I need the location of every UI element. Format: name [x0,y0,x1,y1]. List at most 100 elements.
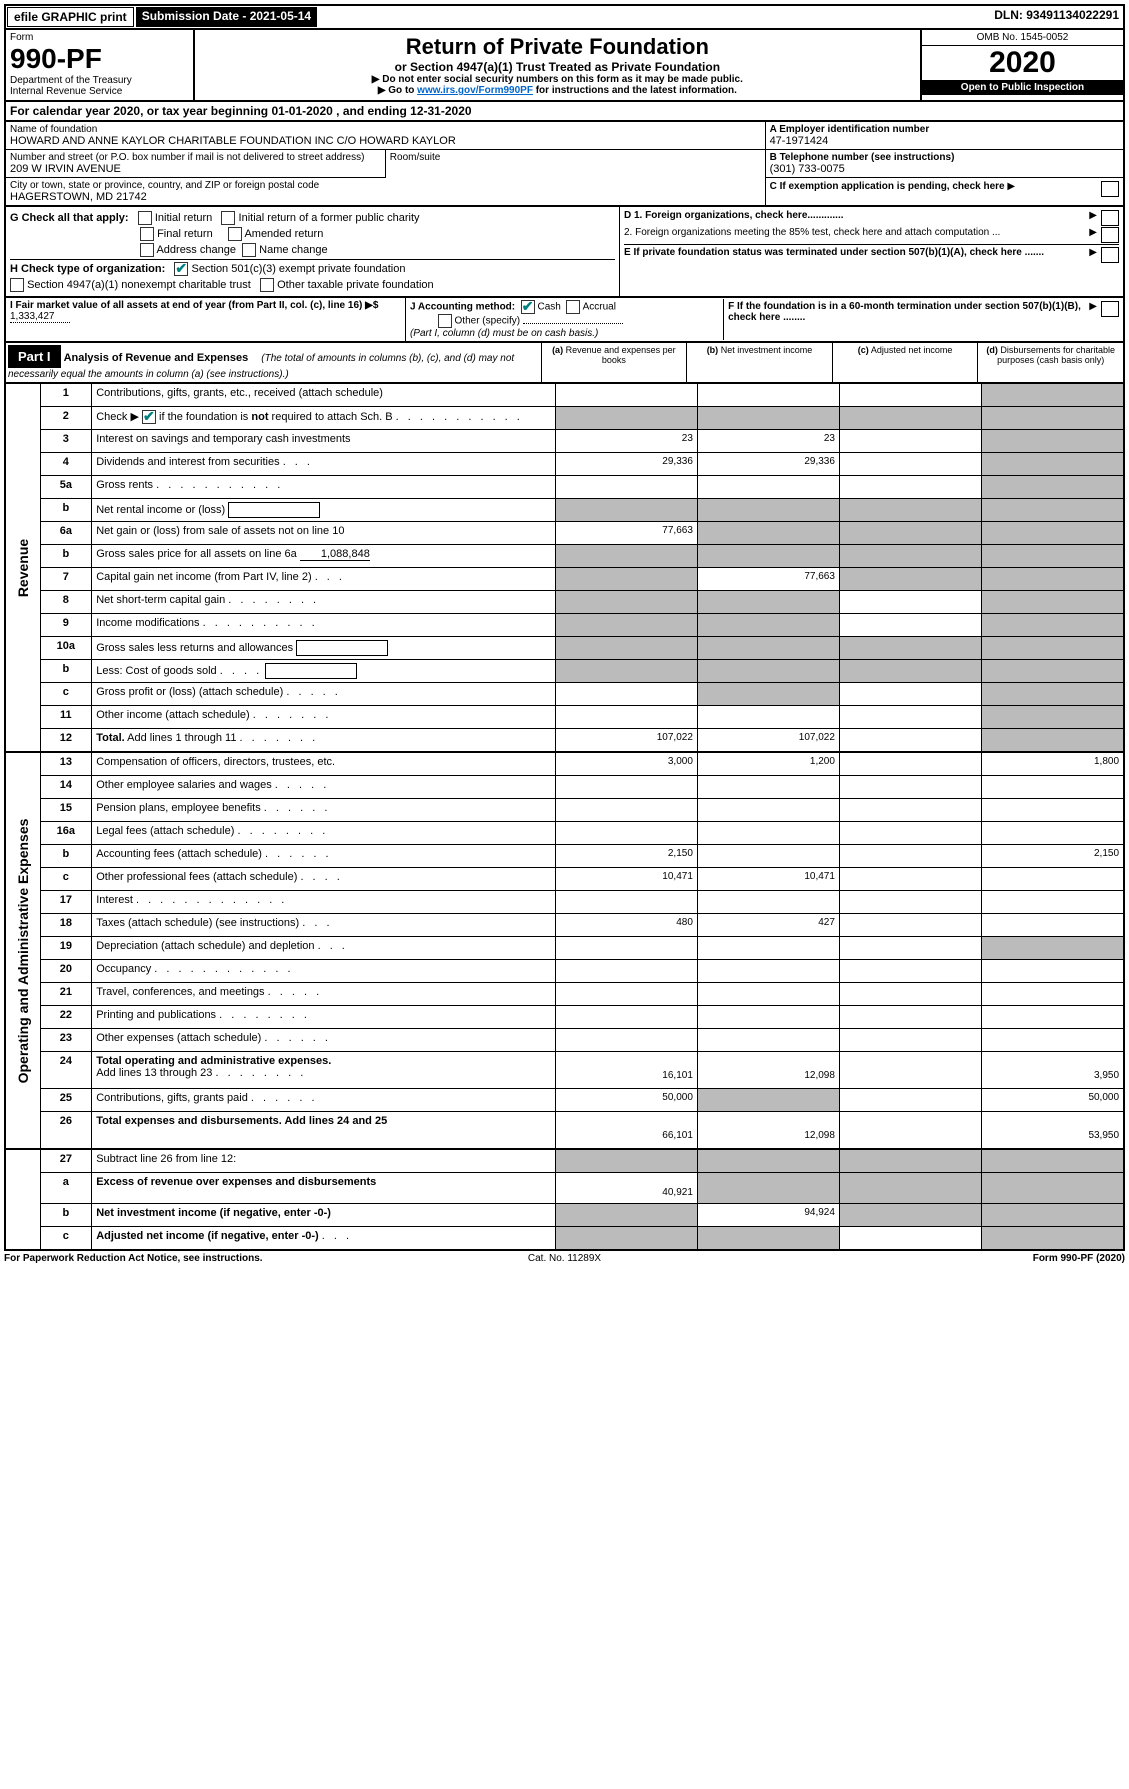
row-16b: Accounting fees (attach schedule) . . . … [92,845,555,867]
ein-value: 47-1971424 [770,135,1119,147]
row-5a: Gross rents . . . . . . . . . . . [92,476,555,498]
row-27: Subtract line 26 from line 12: [92,1150,555,1172]
j-note: (Part I, column (d) must be on cash basi… [410,328,598,339]
j-cash-checkbox[interactable] [521,300,535,314]
g-final-checkbox[interactable] [140,227,154,241]
revenue-side-label: Revenue [15,538,31,596]
footer-right: Form 990-PF (2020) [658,1253,1125,1264]
tel-value: (301) 733-0075 [770,163,1119,175]
e-label: E If private foundation status was termi… [624,247,1089,263]
row-27c: Adjusted net income (if negative, enter … [92,1227,555,1249]
irs-link[interactable]: www.irs.gov/Form990PF [417,85,533,96]
g-amended-checkbox[interactable] [228,227,242,241]
row-10b: Less: Cost of goods sold . . . . [92,660,555,682]
row-27a: Excess of revenue over expenses and disb… [92,1173,555,1203]
footer-left: For Paperwork Reduction Act Notice, see … [4,1253,471,1264]
d1-checkbox[interactable] [1101,210,1119,226]
form-header: Form 990-PF Department of the Treasury I… [4,30,1125,102]
row-15: Pension plans, employee benefits . . . .… [92,799,555,821]
g-initial-public-checkbox[interactable] [221,211,235,225]
row-27b: Net investment income (if negative, ente… [92,1204,555,1226]
d2-checkbox[interactable] [1101,227,1119,243]
h1: Section 501(c)(3) exempt private foundat… [191,263,405,275]
i-value: 1,333,427 [10,311,70,323]
j-cash: Cash [537,302,560,313]
col-a-head: (a) Revenue and expenses per books [541,343,687,382]
form-subtitle: or Section 4947(a)(1) Trust Treated as P… [199,60,916,74]
row-21: Travel, conferences, and meetings . . . … [92,983,555,1005]
g-address-checkbox[interactable] [140,243,154,257]
row-10a: Gross sales less returns and allowances [92,637,555,659]
irs-label: Internal Revenue Service [10,86,189,97]
c-label: C If exemption application is pending, c… [770,181,1097,197]
g1: Initial return [155,212,212,224]
j-accrual-checkbox[interactable] [566,300,580,314]
j-other-checkbox[interactable] [438,314,452,328]
revenue-table: Revenue 1Contributions, gifts, grants, e… [4,384,1125,753]
row-12: Total. Add lines 1 through 11 . . . . . … [92,729,555,751]
g3: Final return [157,228,213,240]
form-number: 990-PF [10,43,189,75]
tax-year: 2020 [922,46,1123,80]
row-18: Taxes (attach schedule) (see instruction… [92,914,555,936]
dept-label: Department of the Treasury [10,75,189,86]
row-8: Net short-term capital gain . . . . . . … [92,591,555,613]
omb-number: OMB No. 1545-0052 [922,30,1123,46]
row-3: Interest on savings and temporary cash i… [92,430,555,452]
g-name-checkbox[interactable] [242,243,256,257]
f-checkbox[interactable] [1101,301,1119,317]
row-5b: Net rental income or (loss) [92,499,555,521]
part1-header: Part I Analysis of Revenue and Expenses … [4,343,1125,384]
d1-label: D 1. Foreign organizations, check here..… [624,210,1089,226]
form-note2: ▶ Go to www.irs.gov/Form990PF for instru… [199,85,916,96]
row-25: Contributions, gifts, grants paid . . . … [92,1089,555,1111]
foundation-name: HOWARD AND ANNE KAYLOR CHARITABLE FOUNDA… [10,135,761,147]
f-label: F If the foundation is in a 60-month ter… [728,301,1089,338]
open-inspection: Open to Public Inspection [922,80,1123,95]
addr-label: Number and street (or P.O. box number if… [10,152,381,163]
c-checkbox[interactable] [1101,181,1119,197]
tel-label: B Telephone number (see instructions) [770,152,955,163]
row-22: Printing and publications . . . . . . . … [92,1006,555,1028]
g4: Amended return [244,228,323,240]
row-11: Other income (attach schedule) . . . . .… [92,706,555,728]
row-16c: Other professional fees (attach schedule… [92,868,555,890]
name-label: Name of foundation [10,124,761,135]
row-6b: Gross sales price for all assets on line… [92,545,555,567]
row-26: Total expenses and disbursements. Add li… [92,1112,555,1148]
dln: DLN: 93491134022291 [990,6,1123,28]
schb-checkbox[interactable] [142,410,156,424]
g-initial-checkbox[interactable] [138,211,152,225]
ein-label: A Employer identification number [770,124,930,135]
h-4947-checkbox[interactable] [10,278,24,292]
h-label: H Check type of organization: [10,263,165,275]
form-note1: ▶ Do not enter social security numbers o… [199,74,916,85]
col-c-head: (c) Adjusted net income [832,343,978,382]
ij-row: I Fair market value of all assets at end… [4,298,1125,343]
row-19: Depreciation (attach schedule) and deple… [92,937,555,959]
street-address: 209 W IRVIN AVENUE [10,163,381,175]
part1-title: Analysis of Revenue and Expenses [64,352,249,364]
i-label: I Fair market value of all assets at end… [10,300,378,311]
h-other-checkbox[interactable] [260,278,274,292]
part1-label: Part I [8,345,61,368]
j-other: Other (specify) [455,316,521,327]
row-20: Occupancy . . . . . . . . . . . . [92,960,555,982]
top-bar: efile GRAPHIC print Submission Date - 20… [4,4,1125,30]
row-6a: Net gain or (loss) from sale of assets n… [92,522,555,544]
row-23: Other expenses (attach schedule) . . . .… [92,1029,555,1051]
calendar-year-row: For calendar year 2020, or tax year begi… [4,102,1125,122]
room-suite: Room/suite [385,150,765,178]
page-footer: For Paperwork Reduction Act Notice, see … [4,1251,1125,1266]
j-accrual: Accrual [583,302,616,313]
expenses-side-label: Operating and Administrative Expenses [15,818,31,1083]
row-2: Check ▶ if the foundation is not require… [92,407,555,429]
city-value: HAGERSTOWN, MD 21742 [10,191,761,203]
efile-button[interactable]: efile GRAPHIC print [7,7,134,27]
h3: Other taxable private foundation [277,279,434,291]
h-501c3-checkbox[interactable] [174,262,188,276]
row-7: Capital gain net income (from Part IV, l… [92,568,555,590]
row-4: Dividends and interest from securities .… [92,453,555,475]
j-label: J Accounting method: [410,302,515,313]
e-checkbox[interactable] [1101,247,1119,263]
